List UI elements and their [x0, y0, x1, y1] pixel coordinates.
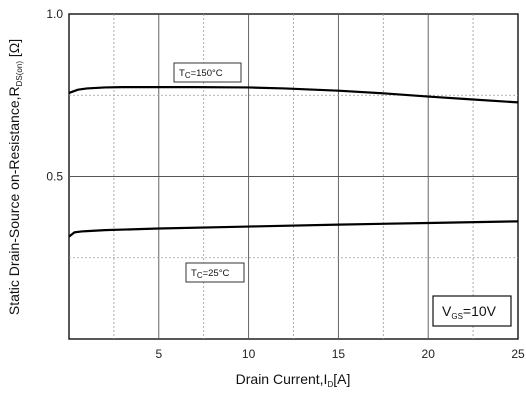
label-tc25-main: T [191, 268, 197, 279]
x-axis-title: Drain Current,ID[A] [236, 371, 351, 389]
x-axis-title-sub: D [327, 380, 333, 389]
label-tc150-sub: C [185, 71, 191, 80]
x-tick-label: 5 [155, 347, 162, 361]
y-axis-title-sub: DS(on) [15, 61, 24, 87]
vgs-tail: =10V [463, 303, 497, 319]
x-tick-label: 10 [242, 347, 256, 361]
y-axis-title-main: Static Drain-Source on-Resistance,R [6, 86, 22, 315]
y-tick-label: 1.0 [46, 7, 63, 21]
series-line-tc150 [68, 86, 519, 104]
label-tc25: TC=25°C [185, 262, 245, 283]
y-tick-label: 0.5 [46, 170, 63, 184]
y-axis-title: Static Drain-Source on-Resistance,RDS(on… [6, 39, 24, 315]
vgs-condition-box [432, 295, 512, 327]
grid [69, 14, 518, 339]
y-axis-title-tail: [Ω] [6, 39, 22, 61]
label-tc150: TC=150°C [173, 62, 242, 83]
label-tc25-tail: =25°C [203, 268, 230, 279]
label-tc150-tail: =150°C [191, 68, 223, 79]
x-tick-label: 15 [332, 347, 346, 361]
series-line-tc25 [68, 220, 519, 238]
vgs-main: V [442, 303, 452, 319]
x-tick-label: 20 [422, 347, 436, 361]
label-tc150-main: T [179, 68, 185, 79]
label-tc25-sub: C [197, 271, 203, 280]
x-tick-label: 25 [511, 347, 525, 361]
label-tc150-box [173, 62, 242, 83]
series-lines [68, 86, 519, 238]
y-ticks: 0.5 1.0 [46, 7, 63, 184]
x-ticks: 5 10 15 20 25 [155, 347, 525, 361]
vgs-sub: GS [451, 312, 463, 321]
label-tc150-text: TC=150°C [179, 68, 223, 80]
vgs-condition-text: VGS=10V [442, 303, 497, 321]
label-tc25-text: TC=25°C [191, 268, 230, 280]
x-axis-title-main: Drain Current,I [236, 371, 328, 387]
vgs-condition: VGS=10V [432, 295, 512, 327]
x-axis-title-tail: [A] [333, 371, 350, 387]
label-tc25-box [185, 262, 245, 283]
